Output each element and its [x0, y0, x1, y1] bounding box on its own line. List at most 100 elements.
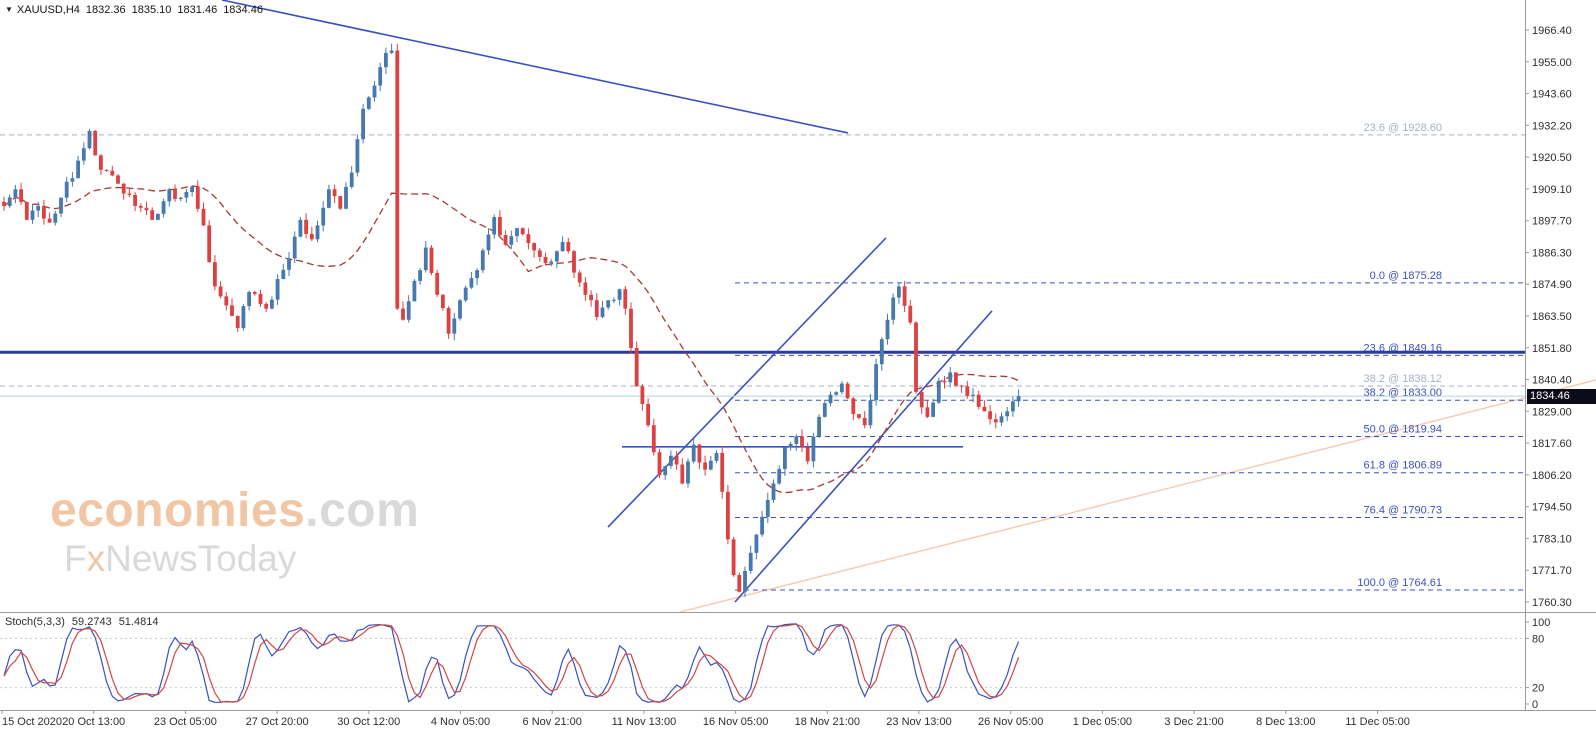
candle-body: [543, 256, 548, 264]
candle-body: [287, 258, 291, 270]
price-axis-label: 1817.60: [1532, 438, 1572, 450]
price-axis-label: 1909.10: [1532, 184, 1572, 196]
candle-body: [384, 52, 388, 68]
time-axis-label: 18 Nov 21:00: [795, 716, 860, 728]
candle-body: [840, 383, 844, 393]
candle-body: [241, 306, 246, 329]
candle-body: [355, 139, 360, 173]
candle-body: [954, 372, 958, 386]
candle-body: [560, 242, 565, 252]
candle-body: [178, 197, 183, 200]
candle-body: [104, 169, 109, 171]
ascending-channel-upper[interactable]: [607, 237, 887, 528]
stoch-axis: 100 80 20 0: [1525, 617, 1550, 711]
candle-body: [868, 400, 873, 426]
symbol-header: ▼ XAUUSD,H4 1832.36 1835.10 1831.46 1834.46: [5, 4, 263, 16]
candle-body: [389, 50, 394, 53]
candle-body: [948, 372, 953, 383]
indicator-name: Stoch(5,3,3): [5, 616, 65, 628]
candle-body: [133, 194, 137, 206]
candle-body: [486, 234, 491, 251]
candle-body: [1005, 411, 1010, 417]
price-axis-label: 1943.60: [1532, 89, 1572, 101]
candle-body: [184, 192, 189, 198]
time-axis-label: 20 Oct 13:00: [62, 716, 125, 728]
candle-body: [737, 575, 742, 592]
candle-body: [931, 402, 935, 417]
candle-body: [19, 189, 23, 203]
price-axis-label: 1806.20: [1532, 470, 1572, 482]
ohlc-low: 1831.46: [177, 4, 218, 16]
symbol-name: XAUUSD,H4: [16, 4, 80, 16]
candle-body: [173, 189, 177, 200]
candle-body: [623, 289, 628, 309]
fib-level-label: 38.2 @ 1838.12: [1364, 373, 1442, 385]
price-axis-label: 1783.10: [1532, 533, 1572, 545]
price-axis-label: 1840.40: [1532, 375, 1572, 387]
candle-body: [549, 261, 554, 264]
candle-body: [207, 225, 212, 263]
candle-body: [264, 303, 269, 309]
descending-resistance-trendline[interactable]: [221, 0, 849, 134]
time-axis-label: 11 Dec 05:00: [1345, 716, 1410, 728]
candle-body: [13, 189, 18, 198]
candle-body: [509, 236, 514, 245]
candle-body: [942, 380, 947, 383]
price-axis-label: 1794.50: [1532, 502, 1572, 514]
ascending-channel-lower[interactable]: [734, 310, 993, 603]
candle-body: [235, 315, 240, 329]
candle-body: [612, 299, 616, 301]
price-axis-label: 1897.70: [1532, 216, 1572, 228]
ohlc-open: 1832.36: [85, 4, 126, 16]
candle-body: [224, 296, 229, 306]
candle-body: [594, 300, 599, 317]
candle-body: [2, 201, 6, 206]
candle-body: [720, 452, 725, 492]
candle-body: [845, 383, 850, 399]
candle-body: [897, 286, 901, 298]
price-axis-label: 1863.50: [1532, 311, 1572, 323]
candle-body: [412, 280, 417, 302]
candle-body: [794, 436, 799, 444]
candle-body: [270, 299, 274, 309]
candle-body: [515, 228, 519, 237]
candle-body: [708, 460, 713, 470]
candle-body: [919, 391, 924, 408]
candle-body: [110, 170, 115, 176]
candle-body: [338, 196, 343, 209]
candle-body: [885, 319, 890, 340]
time-axis[interactable]: 15 Oct 2020 20 Oct 13:00 23 Oct 05:00 27 Oc…: [1, 710, 1410, 728]
candle-body: [526, 234, 531, 244]
candle-body: [401, 308, 405, 320]
candle-body: [81, 148, 86, 161]
candle-body: [378, 67, 383, 86]
candle-body: [138, 205, 143, 208]
indicator-value-signal: 51.4814: [118, 616, 159, 628]
candle-body: [309, 233, 314, 240]
symbol-dropdown-icon[interactable]: ▼: [5, 5, 13, 14]
candle-body: [1011, 401, 1015, 412]
candle-body: [161, 201, 166, 214]
candle-body: [121, 183, 126, 194]
candle-body: [754, 534, 759, 553]
candle-body: [349, 172, 354, 187]
background-trendline: [679, 379, 1596, 613]
fib-level-label: 100.0 @ 1764.61: [1357, 577, 1442, 589]
candle-body: [577, 272, 582, 283]
candle-body: [805, 447, 810, 462]
candle-body: [914, 322, 918, 392]
candle-body: [971, 394, 975, 396]
price-axis-label: 1851.80: [1532, 343, 1572, 355]
price-axis-label: 1829.00: [1532, 406, 1572, 418]
candle-body: [817, 416, 821, 437]
time-axis-label: 11 Nov 13:00: [612, 716, 677, 728]
price-axis[interactable]: 1966.40 1955.00 1943.60 1932.20 1920.50 1909.…: [1525, 25, 1572, 609]
candle-body: [669, 455, 673, 466]
time-axis-label: 6 Nov 21:00: [523, 716, 582, 728]
candle-body: [651, 425, 656, 453]
candle-body: [344, 186, 348, 209]
candle-body: [492, 217, 497, 235]
candle-body: [879, 339, 884, 365]
